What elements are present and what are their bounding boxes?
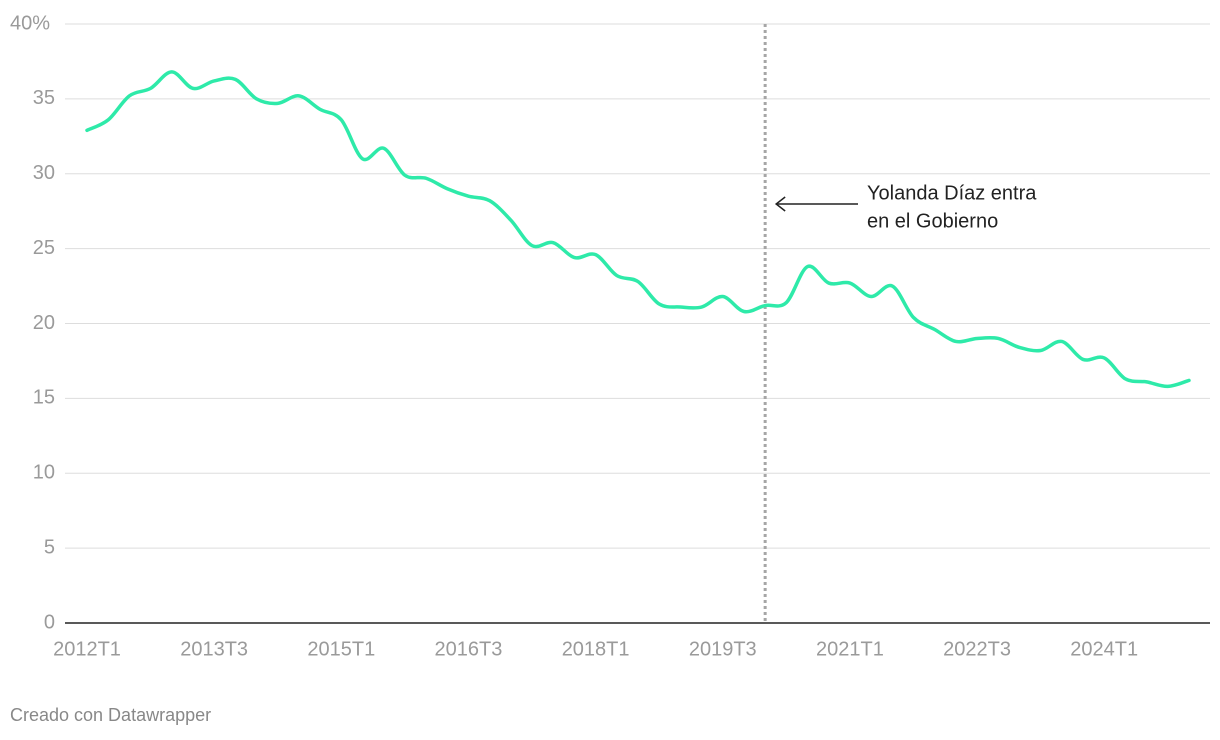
y-tick-label: 0 (44, 611, 55, 633)
y-tick-label: 10 (33, 462, 55, 484)
annotation: Yolanda Díaz entra (867, 182, 1037, 204)
y-tick-label: 35 (33, 87, 55, 109)
data-line (85, 70, 1191, 389)
y-tick-label: 25 (33, 237, 55, 259)
source: Creado con Datawrapper (10, 705, 211, 725)
x-tick-label: 2024T1 (1070, 638, 1138, 660)
x-tick-label: 2019T3 (689, 638, 757, 660)
x-tick-label: 2018T1 (562, 638, 630, 660)
x-tick-label: 2013T3 (180, 638, 248, 660)
y-tick-label: 40% (10, 12, 50, 34)
x-tick-label: 2022T3 (943, 638, 1011, 660)
y-tick-label: 20 (33, 312, 55, 334)
arrow-head (774, 196, 786, 212)
annotation: en el Gobierno (867, 210, 998, 232)
y-tick-label: 5 (44, 536, 55, 558)
x-tick-label: 2015T1 (307, 638, 375, 660)
x-tick-label: 2021T1 (816, 638, 884, 660)
x-tick-label: 2016T3 (435, 638, 503, 660)
y-tick-label: 15 (33, 387, 55, 409)
x-tick-label: 2012T1 (53, 638, 121, 660)
y-tick-label: 30 (33, 162, 55, 184)
